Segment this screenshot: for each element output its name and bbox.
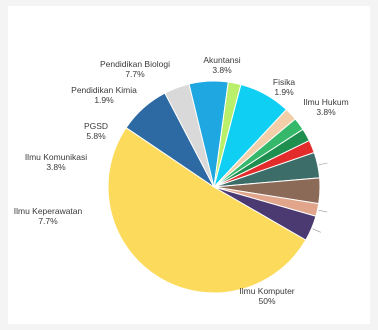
pie-slice	[107, 126, 307, 294]
slice-label: Akuntansi 3.8%	[203, 55, 240, 75]
slice-label-percent: 7.7%	[38, 216, 58, 226]
leader-line	[312, 228, 321, 233]
slice-label: Pendidikan Biologi 7.7%	[100, 59, 170, 79]
pie-slices	[107, 80, 321, 294]
slice-label: Fisika 1.9%	[273, 77, 295, 97]
slice-labels: Ilmu Komputer 50%Ilmu Keperawatan 7.7%Ilmu…	[14, 55, 349, 306]
leader-lines	[312, 162, 328, 233]
slice-label: Ilmu Komunikasi 3.8%	[25, 152, 87, 172]
slice-label-name: Akuntansi	[203, 55, 240, 65]
chart-card: Ilmu Komputer 50% Ilmu Keperawatan 7.7% Ilmu…	[8, 6, 370, 324]
slice-label-percent: 50%	[258, 296, 275, 306]
pie-slice	[213, 186, 317, 241]
slice-label-percent: 7.7%	[125, 69, 145, 79]
slice-label-name: Ilmu Keperawatan	[14, 206, 83, 216]
slice-label-percent: 3.8%	[212, 65, 232, 75]
slice-label: Ilmu Keperawatan 7.7%	[14, 206, 83, 226]
slice-label-percent: 3.8%	[46, 162, 66, 172]
slice-label: Ilmu Komputer 50%	[239, 286, 294, 306]
slice-label: Ilmu Hukum 3.8%	[303, 97, 348, 117]
leader-line	[318, 162, 328, 166]
slice-label-name: Ilmu Komunikasi	[25, 152, 87, 162]
slice-label-name: Fisika	[273, 77, 295, 87]
slice-label-percent: 1.9%	[274, 87, 294, 97]
slice-label: PGSD 5.8%	[84, 121, 108, 141]
slice-label-name: Pendidikan Biologi	[100, 59, 170, 69]
pie-chart: Ilmu Komputer 50%Ilmu Keperawatan 7.7%Ilmu…	[14, 55, 349, 306]
slice-label-name: Ilmu Hukum	[303, 97, 348, 107]
slice-label-name: PGSD	[84, 121, 108, 131]
slice-label-percent: 3.8%	[316, 107, 336, 117]
leader-line	[318, 209, 328, 213]
slice-label-percent: 5.8%	[86, 131, 106, 141]
slice-label: Pendidikan Kimia 1.9%	[71, 85, 137, 105]
slice-label-name: Ilmu Komputer	[239, 286, 294, 296]
slice-label-percent: 1.9%	[94, 95, 114, 105]
slice-label-name: Pendidikan Kimia	[71, 85, 137, 95]
